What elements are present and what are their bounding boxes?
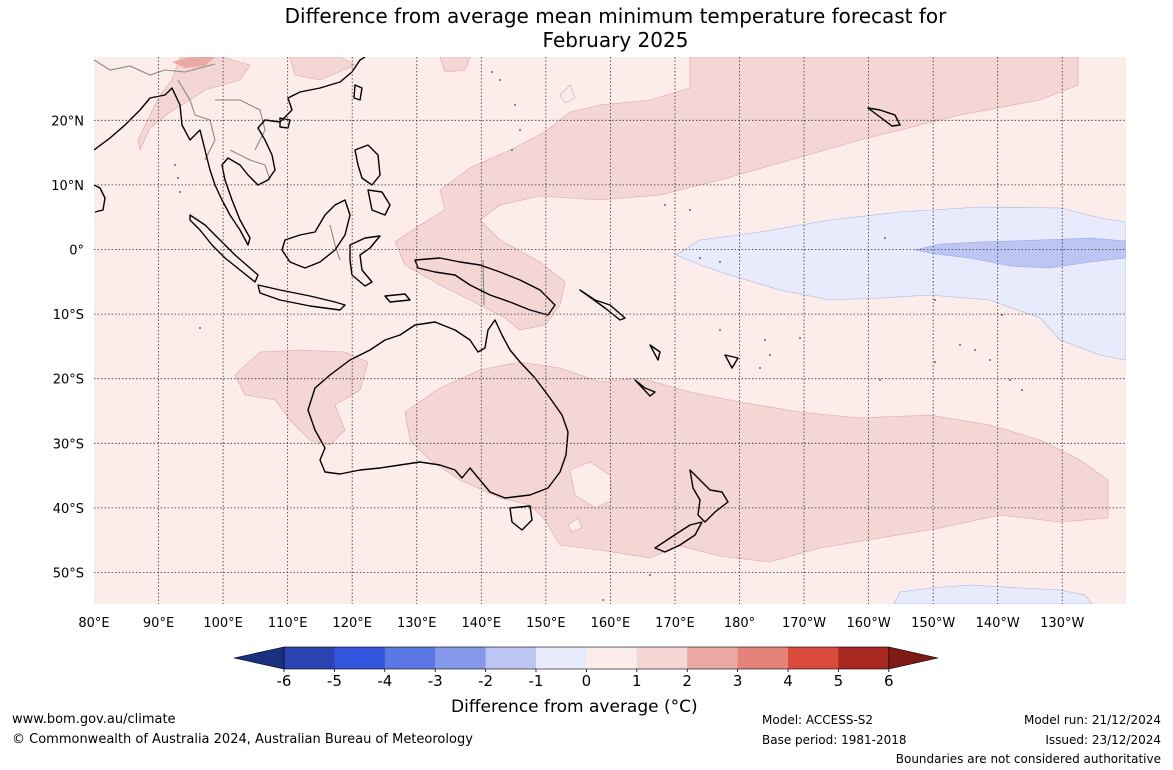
colorbar-segment bbox=[435, 647, 487, 669]
colorbar-tick-label: 1 bbox=[632, 672, 642, 690]
footer-model-run: Model run: 21/12/2024 bbox=[1023, 713, 1161, 727]
lon-label: 130°W bbox=[1040, 616, 1084, 631]
title-line-2: February 2025 bbox=[542, 28, 689, 52]
title-line-1: Difference from average mean minimum tem… bbox=[284, 4, 947, 28]
colorbar-extend-high bbox=[888, 646, 939, 670]
colorbar-segment bbox=[384, 647, 436, 669]
colorbar-segment bbox=[636, 647, 688, 669]
lat-label: 20°N bbox=[51, 114, 84, 129]
anomaly-0-to-1-holes bbox=[559, 84, 613, 533]
colorbar-segment bbox=[788, 647, 839, 669]
footer-copyright: © Commonwealth of Australia 2024, Austra… bbox=[12, 732, 473, 747]
footer-url: www.bom.gov.au/climate bbox=[12, 712, 176, 727]
footer-model: Model: ACCESS-S2 bbox=[762, 713, 874, 727]
colorbar-tick-label: -5 bbox=[327, 672, 342, 690]
colorbar-tick-label: 4 bbox=[783, 672, 793, 690]
coastlines bbox=[94, 57, 901, 553]
footer-base-period: Base period: 1981-2018 bbox=[762, 733, 907, 747]
colorbar-title: Difference from average (°C) bbox=[451, 697, 698, 717]
colorbar-tick-label: -3 bbox=[428, 672, 443, 690]
lon-label: 130°E bbox=[397, 616, 437, 631]
lon-label: 110°E bbox=[268, 616, 308, 631]
lat-label: 50°S bbox=[53, 567, 84, 582]
colorbar-segment bbox=[334, 647, 386, 669]
colorbar-segment bbox=[586, 647, 638, 669]
colorbar-tick-label: 0 bbox=[582, 672, 592, 690]
colorbar-tick-labels: -6 -5 -4 -3 -2 -1 0 1 2 3 4 5 6 bbox=[277, 669, 894, 690]
lat-label: 30°S bbox=[53, 437, 84, 452]
lon-label: 180° bbox=[724, 616, 755, 631]
lon-label: 150°E bbox=[526, 616, 566, 631]
colorbar-tick-label: -2 bbox=[478, 672, 493, 690]
lon-label: 170°E bbox=[655, 616, 695, 631]
lon-label: 140°E bbox=[462, 616, 502, 631]
lat-label: 40°S bbox=[53, 502, 84, 517]
colorbar-tick-label: 5 bbox=[834, 672, 844, 690]
lon-label: 150°W bbox=[911, 616, 955, 631]
colorbar bbox=[233, 646, 939, 670]
anomaly-plus2-to-3-region bbox=[172, 57, 215, 68]
colorbar-segment bbox=[536, 647, 587, 669]
lon-label: 170°W bbox=[782, 616, 826, 631]
colorbar-tick-label: 3 bbox=[733, 672, 743, 690]
lat-label: 20°S bbox=[53, 373, 84, 388]
lon-label: 100°E bbox=[203, 616, 243, 631]
lat-label: 10°N bbox=[51, 179, 84, 194]
colorbar-tick-label: 2 bbox=[682, 672, 692, 690]
colorbar-tick-label: -1 bbox=[529, 672, 544, 690]
lat-label: 0° bbox=[69, 244, 84, 259]
country-borders bbox=[94, 59, 485, 306]
colorbar-tick-label: 6 bbox=[884, 672, 894, 690]
colorbar-segment bbox=[838, 647, 890, 669]
lon-label: 120°E bbox=[332, 616, 372, 631]
colorbar-tick-label: -6 bbox=[277, 672, 292, 690]
lon-label: 90°E bbox=[143, 616, 174, 631]
anomaly-plus1-to-2-regions bbox=[137, 57, 1109, 563]
lon-label: 80°E bbox=[78, 616, 109, 631]
gridlines bbox=[94, 57, 1126, 604]
colorbar-segment bbox=[284, 647, 335, 669]
colorbar-segment bbox=[737, 647, 789, 669]
colorbar-segment bbox=[485, 647, 537, 669]
latitude-labels: 20°N 10°N 0° 10°S 20°S 30°S 40°S 50°S bbox=[51, 114, 84, 581]
colorbar-tick-label: -4 bbox=[377, 672, 392, 690]
footer-issued: Issued: 23/12/2024 bbox=[1045, 733, 1161, 747]
lat-label: 10°S bbox=[53, 308, 84, 323]
lon-label: 140°W bbox=[976, 616, 1020, 631]
colorbar-extend-low bbox=[233, 646, 285, 670]
anomaly-minus2-to-1-region bbox=[914, 237, 1126, 269]
colorbar-segment bbox=[687, 647, 739, 669]
footer-disclaimer: Boundaries are not considered authoritat… bbox=[895, 752, 1161, 766]
longitude-labels: 80°E 90°E 100°E 110°E 120°E 130°E 140°E 150°E 16… bbox=[78, 616, 1084, 631]
lon-label: 160°W bbox=[847, 616, 891, 631]
lon-label: 160°E bbox=[591, 616, 631, 631]
